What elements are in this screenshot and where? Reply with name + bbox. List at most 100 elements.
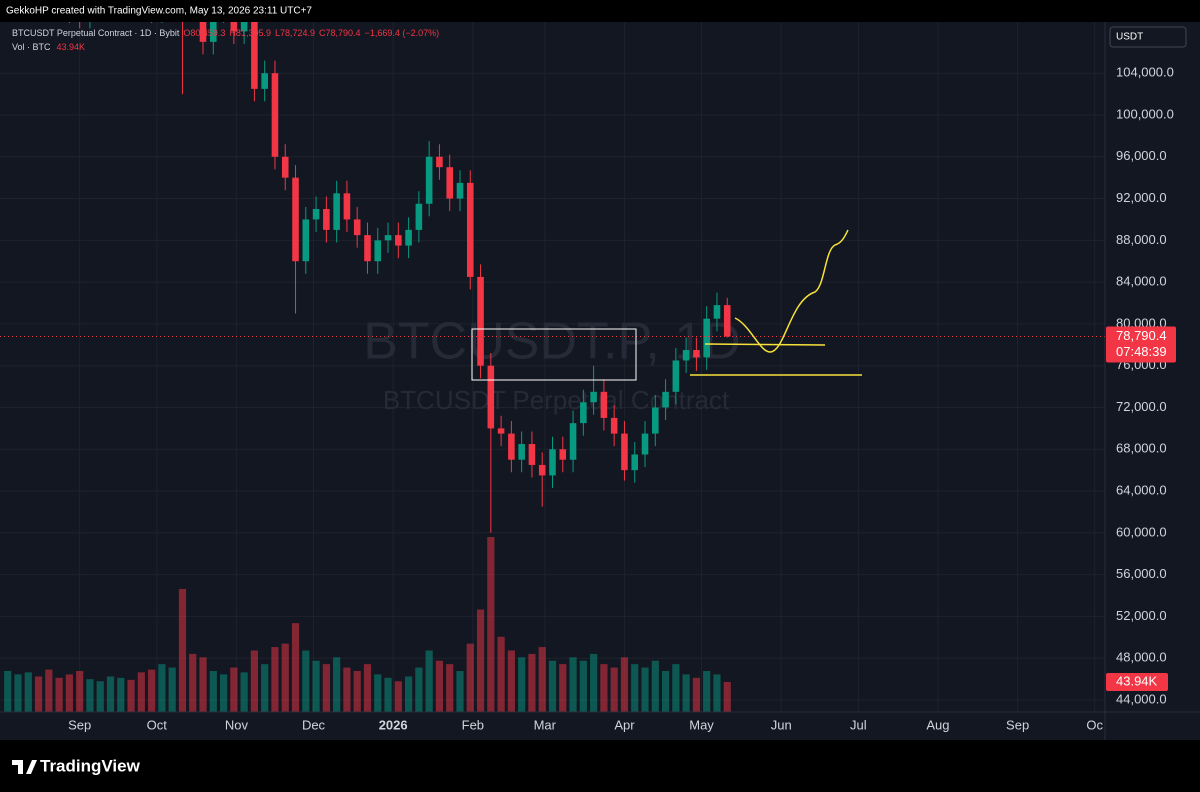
volume-bar bbox=[528, 653, 536, 712]
volume-bar bbox=[456, 670, 464, 712]
volume-bar bbox=[507, 650, 515, 712]
candle-body bbox=[302, 219, 310, 262]
candle-body bbox=[723, 305, 731, 337]
candle-body bbox=[333, 193, 340, 230]
x-tick-label: Apr bbox=[614, 717, 635, 732]
price-label: 78,790.4 bbox=[1116, 328, 1167, 343]
candle-body bbox=[446, 167, 453, 199]
volume-bar bbox=[682, 674, 690, 712]
drawing-line bbox=[704, 343, 826, 346]
close-legend: C78,790.4 bbox=[319, 28, 361, 38]
volume-bar bbox=[466, 643, 474, 712]
volume-bar bbox=[641, 667, 649, 712]
candle-body bbox=[271, 73, 279, 157]
candle-body bbox=[199, 22, 207, 42]
top-bar bbox=[0, 0, 1200, 22]
candle-body bbox=[312, 208, 320, 220]
volume-bar bbox=[723, 681, 731, 712]
y-tick-label: 100,000.0 bbox=[1116, 106, 1174, 121]
candle-body bbox=[353, 219, 361, 236]
volume-bar bbox=[559, 664, 567, 712]
volume-bar bbox=[137, 672, 145, 712]
candle-body bbox=[600, 391, 608, 418]
candle-body bbox=[703, 318, 710, 358]
volume-bar bbox=[45, 669, 53, 712]
y-tick-label: 92,000.0 bbox=[1116, 190, 1167, 205]
volume-bar bbox=[651, 660, 659, 712]
volume-bar bbox=[199, 657, 207, 712]
volume-bar bbox=[271, 647, 279, 712]
volume-bar bbox=[148, 669, 156, 712]
candle-body bbox=[456, 182, 464, 199]
volume-bar bbox=[250, 650, 259, 712]
candle-body bbox=[323, 208, 330, 230]
volume-bar bbox=[55, 677, 63, 712]
candle-body bbox=[415, 203, 423, 230]
volume-bar bbox=[333, 657, 341, 712]
candle-body bbox=[631, 454, 639, 471]
y-tick-label: 48,000.0 bbox=[1116, 650, 1167, 665]
plot bbox=[0, 22, 1105, 712]
volume-bar bbox=[661, 670, 670, 712]
volume-bar bbox=[672, 664, 680, 712]
price-label-box bbox=[1106, 326, 1176, 363]
volume-bar bbox=[446, 664, 454, 712]
candle-body bbox=[672, 360, 680, 392]
volume-label-box bbox=[1106, 672, 1168, 691]
candle-body bbox=[610, 417, 618, 434]
candle-body bbox=[508, 433, 515, 460]
volume-bar bbox=[127, 679, 135, 712]
candle-body bbox=[425, 156, 433, 204]
volume-legend: Vol · BTC bbox=[12, 42, 51, 52]
volume-bar bbox=[209, 670, 217, 712]
drawing-curve bbox=[734, 229, 849, 353]
volume-bar bbox=[590, 653, 598, 712]
volume-bar bbox=[219, 674, 228, 712]
y-tick-label: 104,000.0 bbox=[1116, 65, 1174, 80]
volume-bar bbox=[703, 670, 711, 712]
volume-bar bbox=[168, 667, 176, 712]
currency-button[interactable] bbox=[1109, 26, 1187, 48]
watermark: BTCUSDT.P, 1D bbox=[363, 313, 741, 371]
volume-bar bbox=[281, 643, 289, 712]
volume-bar bbox=[415, 667, 423, 712]
drawing-rectangle bbox=[471, 328, 637, 381]
volume-bar bbox=[487, 537, 495, 712]
x-tick-label: Sep bbox=[68, 717, 91, 732]
volume-bar bbox=[312, 660, 320, 712]
volume-bar bbox=[600, 664, 608, 712]
volume-bar bbox=[579, 660, 587, 712]
x-tick-label: Oc bbox=[1086, 717, 1103, 732]
volume-bar bbox=[518, 657, 526, 712]
candle-body bbox=[251, 22, 258, 89]
volume-bar bbox=[548, 660, 557, 712]
candle-body bbox=[693, 350, 700, 358]
volume-bar bbox=[620, 657, 629, 712]
x-tick-label: Sep bbox=[1006, 717, 1029, 732]
x-tick-label: Aug bbox=[926, 717, 949, 732]
volume-bar bbox=[302, 650, 310, 712]
candle-body bbox=[549, 449, 556, 476]
y-tick-label: 68,000.0 bbox=[1116, 441, 1167, 456]
candle-body bbox=[487, 365, 495, 429]
y-tick-label: 44,000.0 bbox=[1116, 691, 1167, 706]
y-tick-label: 96,000.0 bbox=[1116, 148, 1167, 163]
volume-bar bbox=[322, 664, 330, 712]
symbol: BTCUSDT Perpetual Contract · 1D · Bybit bbox=[12, 28, 180, 38]
candle-body bbox=[436, 156, 443, 168]
candle-body bbox=[662, 391, 669, 408]
volume-bar bbox=[76, 670, 84, 712]
volume-bar bbox=[476, 609, 485, 712]
credit: GekkoHP created with TradingView.com, Ma… bbox=[6, 6, 312, 17]
x-tick-label: Mar bbox=[534, 717, 557, 732]
volume-bar bbox=[14, 674, 22, 712]
x-tick-label: 2026 bbox=[379, 717, 408, 732]
x-tick-label: Feb bbox=[462, 717, 484, 732]
volume-bar bbox=[497, 636, 505, 712]
candle-body bbox=[292, 177, 299, 262]
candle-body bbox=[261, 73, 268, 89]
volume-bar bbox=[178, 588, 187, 712]
volume-legend-value: 43.94K bbox=[57, 42, 86, 52]
